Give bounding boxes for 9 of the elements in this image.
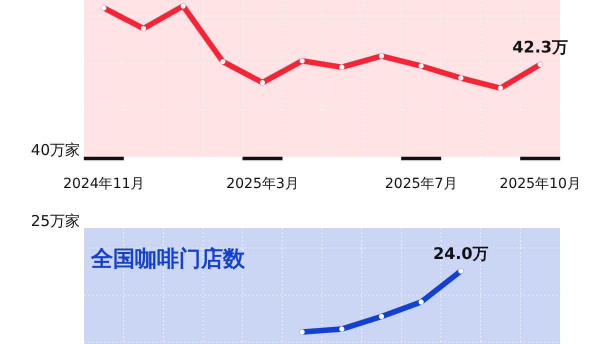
annotation: 24.0万 bbox=[433, 244, 489, 263]
x-tick-label: 2025年7月 bbox=[384, 176, 458, 192]
x-tick-label: 2025年10月 bbox=[499, 176, 581, 192]
x-tick-label: 2025年3月 bbox=[226, 176, 299, 192]
x-tick-label: 2024年11月 bbox=[63, 176, 145, 192]
annotation: 42.3万 bbox=[512, 37, 568, 56]
text: 40万家 bbox=[30, 141, 80, 159]
chart-title: 全国咖啡门店数 bbox=[90, 246, 246, 272]
text: 25万家 bbox=[30, 212, 80, 230]
